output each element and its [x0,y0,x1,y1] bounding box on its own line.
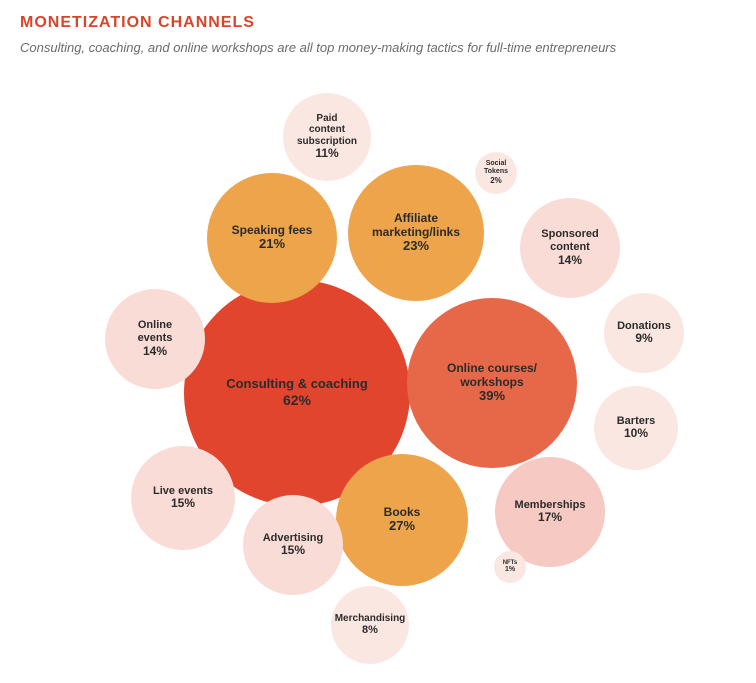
bubble-label: Sponsored content [541,228,598,253]
chart-stage: MONETIZATION CHANNELS Consulting, coachi… [0,0,756,683]
bubble-value: 62% [283,392,311,408]
bubble: Online courses/ workshops39% [407,298,577,468]
bubble-value: 11% [315,147,338,161]
bubble: Donations9% [604,293,684,373]
bubble: Barters10% [594,386,678,470]
bubble-value: 1% [505,566,515,574]
bubble-value: 2% [490,176,502,185]
bubble-value: 15% [171,497,195,511]
bubble: Affiliate marketing/links23% [348,165,484,301]
bubble-label: Consulting & coaching [226,377,368,392]
bubble: Merchandising8% [331,586,409,664]
chart-title: MONETIZATION CHANNELS [20,14,255,32]
bubble-value: 23% [403,239,429,254]
bubble: Sponsored content14% [520,198,620,298]
bubble-label: Online events [138,319,173,344]
bubble-label: Speaking fees [232,224,313,238]
bubble: Paid content subscription11% [283,93,371,181]
bubble-value: 15% [281,544,305,558]
bubble: Social Tokens2% [475,152,517,194]
bubble-label: NFTs [503,560,518,567]
bubble-value: 17% [538,511,562,525]
bubble-value: 14% [558,254,582,268]
bubble-value: 9% [635,332,652,346]
bubble-label: Merchandising [335,613,406,625]
bubble-value: 27% [389,519,415,534]
bubble-value: 8% [362,624,378,637]
bubble-label: Books [384,506,421,520]
bubble: Live events15% [131,446,235,550]
bubble-value: 10% [624,427,648,441]
bubble: Online events14% [105,289,205,389]
bubble-label: Paid content subscription [297,113,357,148]
bubble: Books27% [336,454,468,586]
bubble-value: 39% [479,389,505,404]
bubble-value: 21% [259,237,285,252]
chart-subtitle: Consulting, coaching, and online worksho… [20,40,616,55]
bubble-label: Online courses/ workshops [447,362,537,390]
bubble: Speaking fees21% [207,173,337,303]
bubble: Advertising15% [243,495,343,595]
bubble-label: Social Tokens [484,160,508,176]
bubble-label: Affiliate marketing/links [372,212,460,240]
bubble-value: 14% [143,345,167,359]
bubble: NFTs1% [494,551,526,583]
